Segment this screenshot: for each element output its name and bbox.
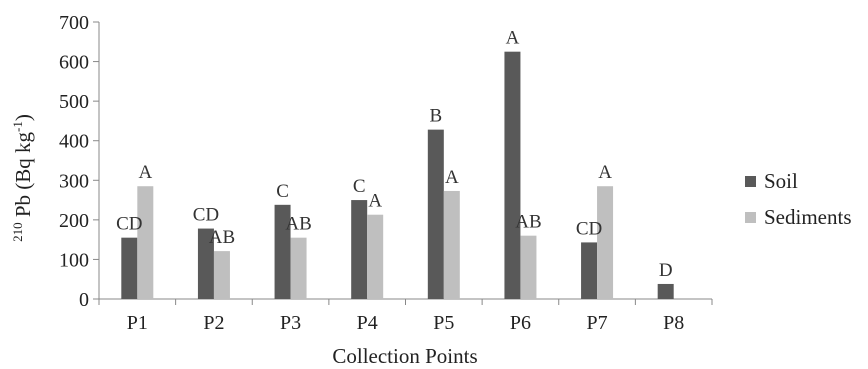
x-tick-label: P6	[510, 312, 531, 334]
bar-soil-p6	[504, 51, 521, 299]
significance-label: C	[276, 181, 289, 202]
legend-swatch-sediments	[745, 212, 756, 223]
x-tick-label: P1	[127, 312, 148, 334]
y-axis-title-sup: 210	[10, 222, 25, 242]
legend-label-soil: Soil	[764, 169, 798, 193]
bar-soil-p8	[657, 283, 674, 299]
significance-label: AB	[209, 227, 235, 248]
bar-soil-p1	[121, 237, 138, 299]
bar-soil-p5	[427, 129, 444, 299]
legend: Soil Sediments	[745, 169, 852, 229]
bar-soil-p3	[274, 204, 291, 299]
x-tick-label: P8	[663, 312, 684, 334]
bar-sediments-p3	[290, 237, 307, 299]
bar-sediments-p6	[520, 235, 537, 299]
y-tick-label: 500	[59, 91, 89, 113]
significance-label: C	[353, 176, 366, 197]
bars	[121, 51, 674, 299]
x-tick-label: P3	[280, 312, 301, 334]
significance-label: CD	[116, 214, 142, 235]
x-tick-label: P7	[587, 312, 608, 334]
legend-label-sediments: Sediments	[764, 205, 852, 229]
bar-sediments-p2	[213, 251, 230, 299]
y-axis-title: 210 Pb (Bq kg-1)	[10, 114, 35, 242]
significance-label: CD	[193, 205, 219, 226]
y-tick-label: 100	[59, 249, 89, 271]
legend-swatch-soil	[745, 176, 756, 187]
y-axis: 0 100 200 300 400 500 600 700	[59, 12, 100, 311]
y-tick-label: 0	[79, 289, 89, 311]
significance-label: B	[429, 106, 442, 127]
bar-sediments-p7	[597, 186, 614, 299]
significance-label: AB	[285, 214, 311, 235]
bar-sediments-p4	[367, 214, 384, 299]
y-tick-label: 600	[59, 52, 89, 74]
x-tick-label: P2	[203, 312, 224, 334]
significance-label: CD	[576, 218, 602, 239]
y-tick-label: 400	[59, 131, 89, 153]
y-axis-title-sup2: -1	[10, 121, 25, 132]
significance-label: A	[368, 191, 382, 212]
bar-soil-p4	[351, 200, 368, 299]
significance-label: A	[506, 28, 520, 49]
significance-label: A	[445, 167, 459, 188]
significance-label: A	[598, 162, 612, 183]
x-tick-label: P5	[433, 312, 454, 334]
bar-soil-p7	[581, 242, 598, 299]
significance-label: AB	[515, 212, 541, 233]
x-axis-title: Collection Points	[332, 344, 477, 368]
y-tick-label: 200	[59, 210, 89, 232]
significance-label: D	[659, 260, 673, 281]
bar-sediments-p5	[443, 190, 460, 299]
bar-soil-p2	[197, 228, 214, 299]
y-tick-label: 700	[59, 12, 89, 34]
significance-label: A	[138, 162, 152, 183]
bar-sediments-p1	[137, 186, 154, 299]
y-tick-label: 300	[59, 170, 89, 192]
x-axis: P1 P2 P3 P4 P5 P6 P7 P8	[98, 298, 713, 334]
y-axis-title-main: Pb (Bq kg	[11, 131, 35, 222]
x-tick-label: P4	[357, 312, 378, 334]
y-axis-title-end: )	[11, 114, 35, 121]
